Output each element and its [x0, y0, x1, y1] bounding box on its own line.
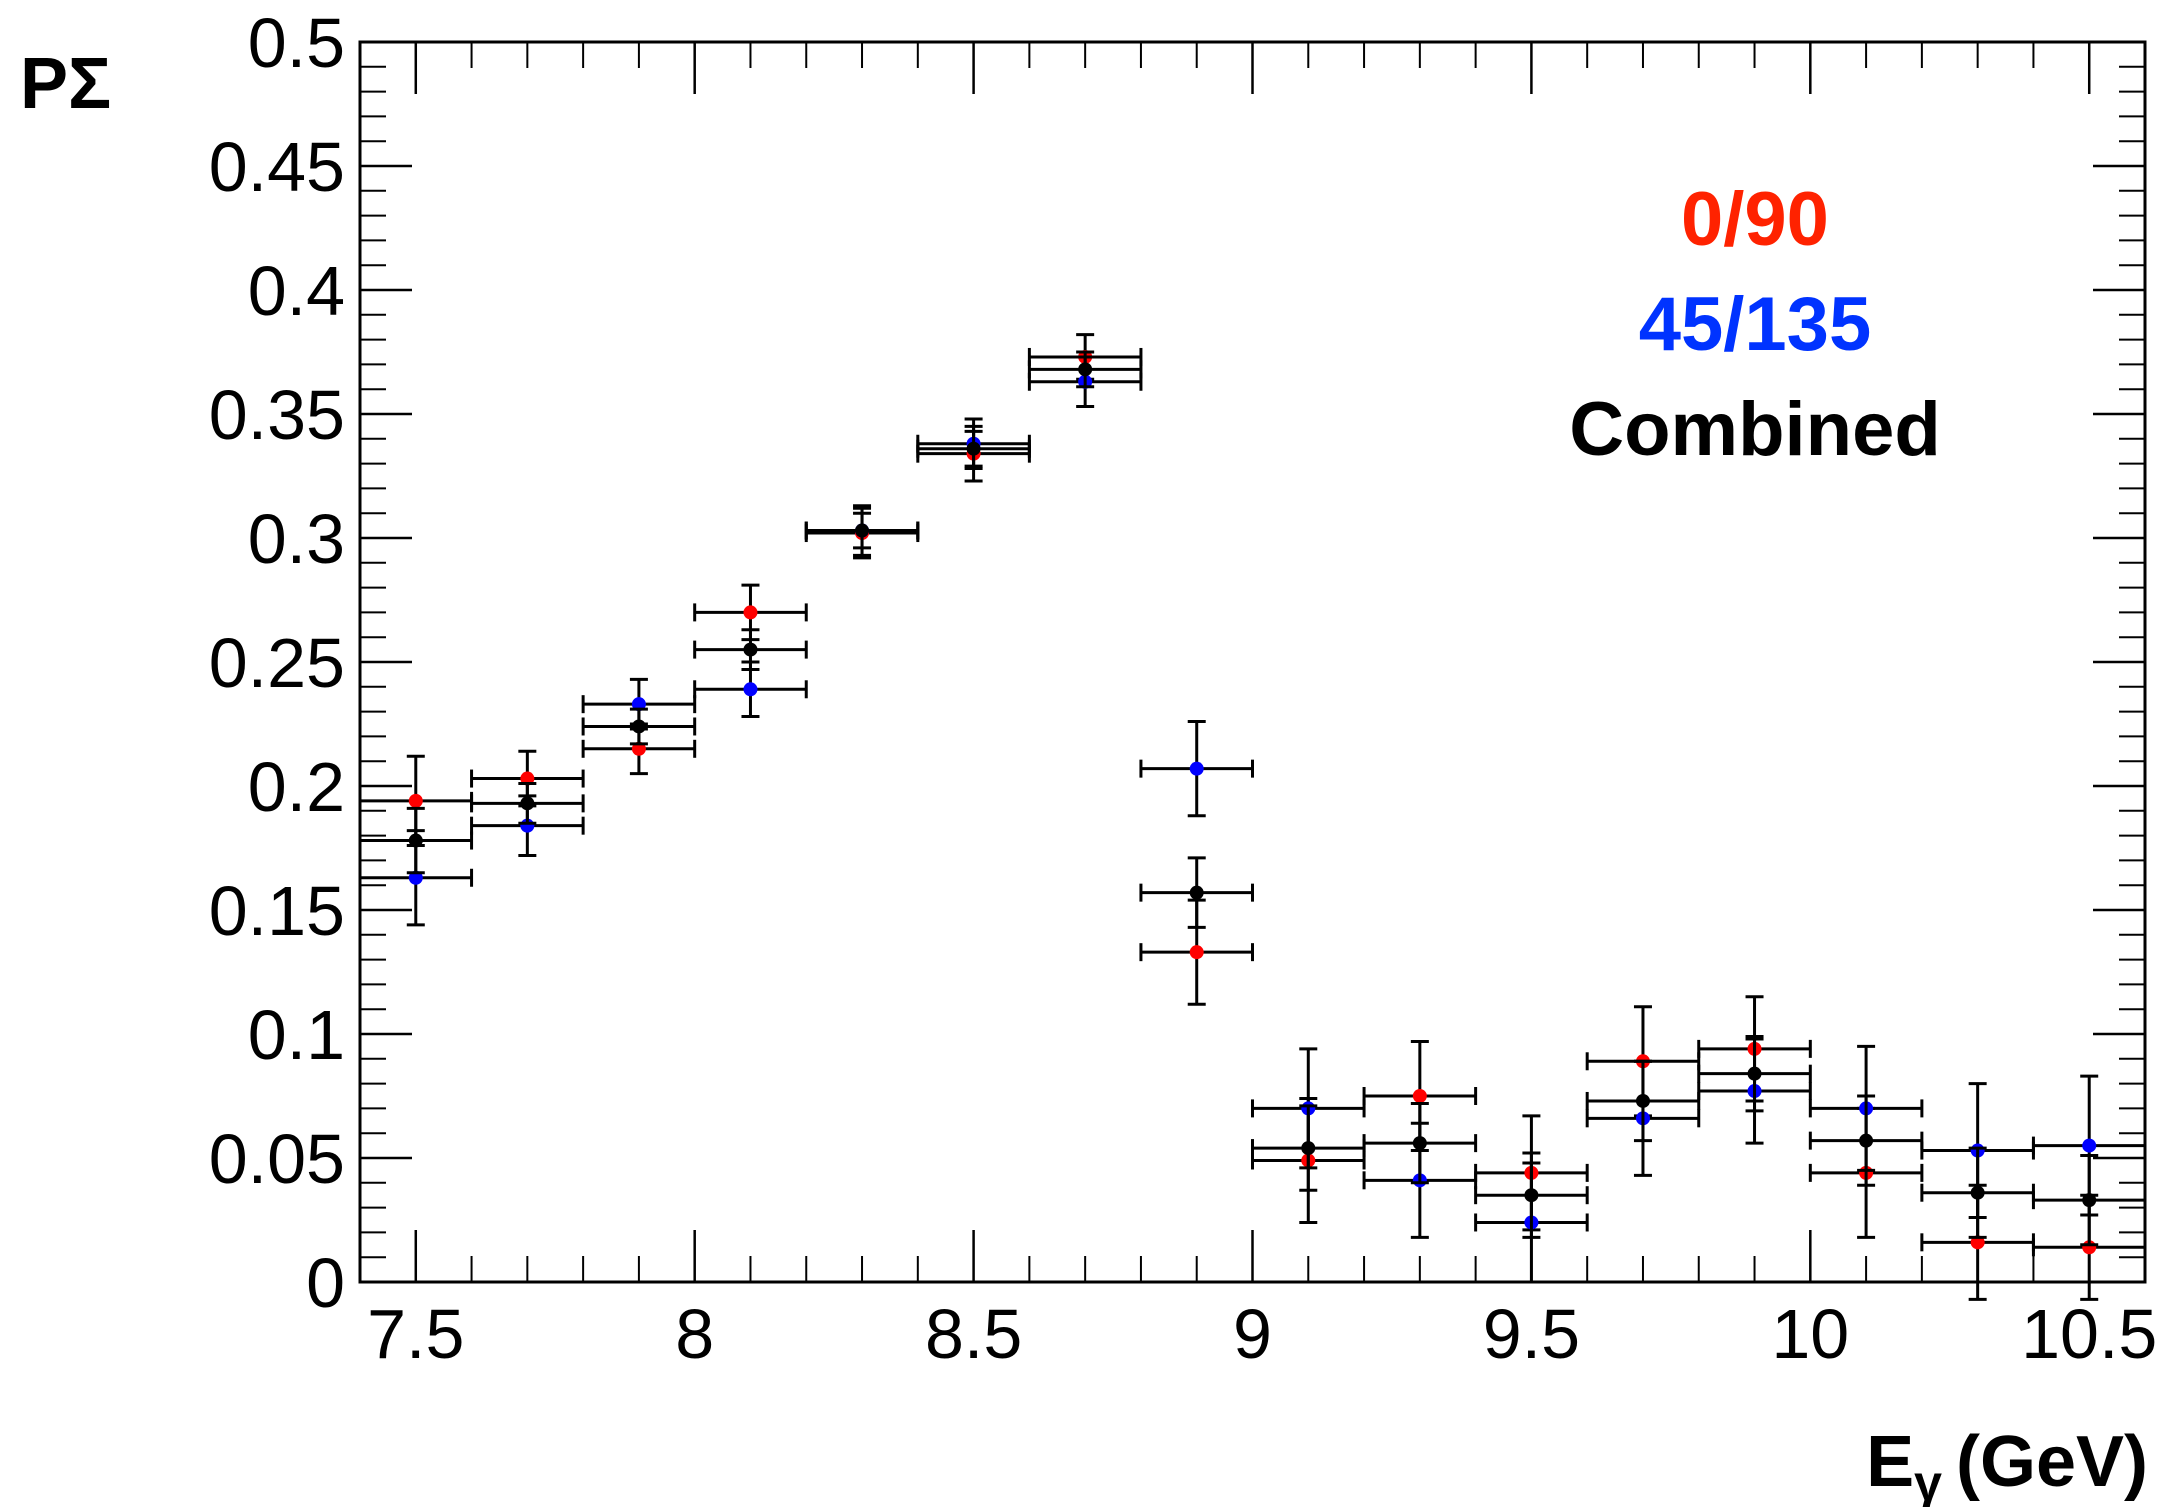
x-axis-title-symbol: E — [1866, 1422, 1914, 1502]
y-tick-label: 0.45 — [209, 128, 345, 206]
x-tick-label: 8 — [675, 1295, 714, 1373]
data-point — [631, 719, 646, 734]
y-tick-label: 0.15 — [209, 872, 345, 950]
y-tick-label: 0.2 — [248, 748, 345, 826]
x-tick-label: 10.5 — [2021, 1295, 2157, 1373]
legend-entry-45-135: 45/135 — [1639, 282, 1871, 367]
series-combined — [358, 350, 2147, 1247]
data-point — [1301, 1141, 1316, 1156]
y-tick-label: 0.35 — [209, 376, 345, 454]
x-tick-label: 9 — [1233, 1295, 1272, 1373]
data-point — [1189, 761, 1204, 776]
x-axis-title: Eγ (GeV) — [1866, 1422, 2148, 1507]
x-tick-label: 8.5 — [925, 1295, 1022, 1373]
x-tick-label: 10 — [1771, 1295, 1849, 1373]
y-tick-label: 0.4 — [248, 252, 345, 330]
y-axis-ticks: 0 0.05 0.1 0.15 0.2 0.25 0.3 0.35 0.4 0.45 0.5 — [209, 4, 2145, 1322]
y-tick-label: 0.5 — [248, 4, 345, 82]
data-point — [1635, 1093, 1650, 1108]
y-tick-label: 0 — [306, 1244, 345, 1322]
data-point — [1524, 1188, 1539, 1203]
y-tick-label: 0.1 — [248, 996, 345, 1074]
minor-ticks — [360, 42, 2145, 1282]
data-series-group — [358, 333, 2147, 1301]
legend-entry-0-90: 0/90 — [1681, 177, 1829, 262]
x-tick-label: 7.5 — [367, 1295, 464, 1373]
data-point — [743, 605, 758, 620]
legend: 0/90 45/135 Combined — [1569, 177, 1941, 472]
data-point — [1078, 362, 1093, 377]
data-point — [1412, 1089, 1427, 1103]
y-tick-label: 0.3 — [248, 500, 345, 578]
data-point — [1189, 885, 1204, 900]
x-axis-title-unit: (GeV) — [1956, 1422, 2148, 1502]
data-point — [408, 833, 423, 848]
data-point — [2082, 1138, 2097, 1153]
data-point — [520, 796, 535, 811]
data-point — [2082, 1193, 2097, 1208]
x-axis-ticks: 7.5 8 8.5 9 9.5 10 10.5 — [367, 42, 2157, 1373]
x-axis-title-subscript: γ — [1914, 1455, 1942, 1507]
data-point — [855, 523, 870, 538]
legend-entry-combined: Combined — [1569, 387, 1941, 472]
y-tick-label: 0.05 — [209, 1120, 345, 1198]
data-point — [1747, 1066, 1762, 1081]
plot-frame — [358, 40, 2147, 1284]
data-point — [1859, 1133, 1874, 1148]
data-point — [743, 642, 758, 657]
data-point — [1189, 945, 1204, 960]
data-point — [1412, 1136, 1427, 1151]
data-point — [1970, 1185, 1985, 1200]
y-tick-label: 0.25 — [209, 624, 345, 702]
plot-frame-group — [358, 40, 2147, 1284]
y-axis-title: PΣ — [20, 44, 111, 124]
data-point — [743, 682, 758, 697]
x-tick-label: 9.5 — [1483, 1295, 1580, 1373]
data-point — [966, 441, 981, 456]
data-point — [408, 793, 423, 808]
